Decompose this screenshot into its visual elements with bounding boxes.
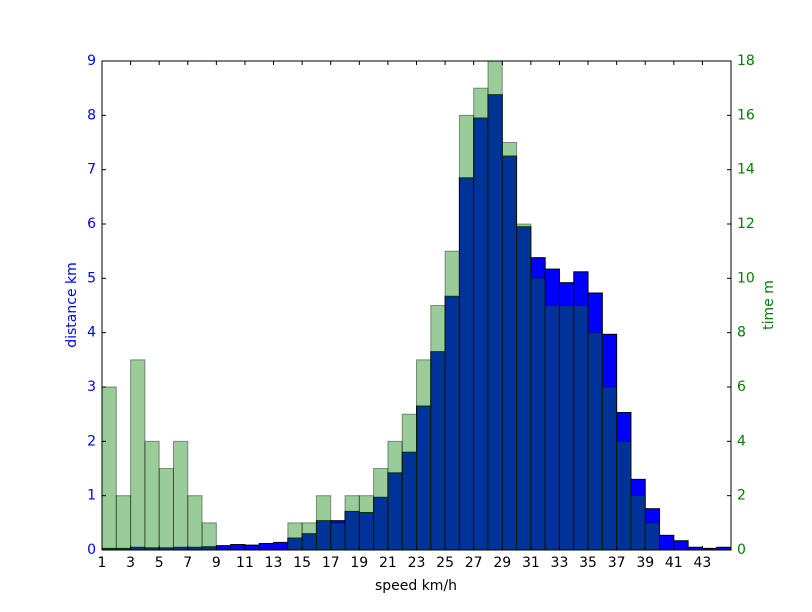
bar [287,522,303,551]
y2-tick-label: 12 [737,216,755,232]
bar [573,305,589,551]
x-tick-label: 1 [98,555,107,571]
bar [187,495,203,551]
x-tick-label: 31 [522,555,540,571]
y2-tick-label: 10 [737,270,755,286]
x-tick-label: 37 [608,555,626,571]
y-tick-label: 3 [87,379,96,395]
x-tick-label: 13 [265,555,283,571]
bar [673,540,689,551]
bar [487,60,503,551]
bar [330,522,346,551]
bar [172,440,189,551]
bar [273,541,289,551]
bar [244,544,260,551]
y-tick-label: 1 [87,488,96,504]
bar [516,223,532,551]
y-tick-label: 6 [87,216,96,232]
y2-axis-label: time m [761,280,777,330]
y-tick-label: 2 [87,433,96,449]
x-tick-label: 7 [183,555,192,571]
y2-tick-label: 4 [737,433,746,449]
bar [430,305,446,551]
bar [444,250,460,551]
bar [387,440,403,551]
x-tick-label: 3 [126,555,135,571]
x-tick-label: 27 [465,555,483,571]
bar [587,332,603,551]
x-tick-label: 5 [155,555,164,571]
y2-tick-label: 18 [737,53,755,69]
bar [558,305,575,551]
y2-tick-label: 8 [737,325,746,341]
bar [201,522,217,551]
x-tick-label: 21 [379,555,397,571]
x-tick-label: 25 [436,555,454,571]
x-tick-label: 17 [322,555,340,571]
bar [101,386,117,551]
y-tick-label: 7 [87,162,96,178]
x-tick-label: 23 [408,555,426,571]
y2-tick-label: 14 [737,162,755,178]
bar [530,277,546,551]
x-tick-label: 41 [665,555,683,571]
bar [458,114,475,551]
y2-tick-label: 0 [737,542,746,558]
bar [344,495,360,551]
y2-tick-label: 16 [737,107,755,123]
bar [659,534,675,551]
x-tick-label: 35 [579,555,597,571]
x-tick-label: 39 [636,555,654,571]
bar [616,440,632,551]
x-tick-label: 11 [236,555,254,571]
bar [315,495,332,551]
y2-tick-label: 6 [737,379,746,395]
y2-tick-label: 2 [737,488,746,504]
y-tick-label: 5 [87,270,96,286]
bar [230,544,246,551]
bar [416,359,432,551]
bar [644,522,661,551]
x-tick-label: 29 [493,555,511,571]
x-tick-label: 9 [212,555,221,571]
bar [473,87,489,551]
x-tick-label: 19 [350,555,368,571]
x-tick-label: 15 [293,555,311,571]
bar [115,495,132,551]
bar [301,522,317,551]
bar [630,495,646,551]
bar [373,468,389,551]
bar [215,545,232,551]
bar [144,440,160,551]
x-tick-label: 33 [551,555,569,571]
bar [401,413,418,551]
y-tick-label: 8 [87,107,96,123]
x-tick-label: 43 [693,555,711,571]
y-tick-label: 0 [87,542,96,558]
bar [130,359,146,551]
bar [544,305,560,551]
bar [358,495,375,551]
bar [501,142,518,551]
y-axis-label: distance km [64,262,80,348]
y-tick-label: 9 [87,53,96,69]
x-axis-label: speed km/h [375,578,457,594]
bar [158,468,174,551]
bar [601,386,618,551]
y-tick-label: 4 [87,325,96,341]
bar [258,542,275,551]
